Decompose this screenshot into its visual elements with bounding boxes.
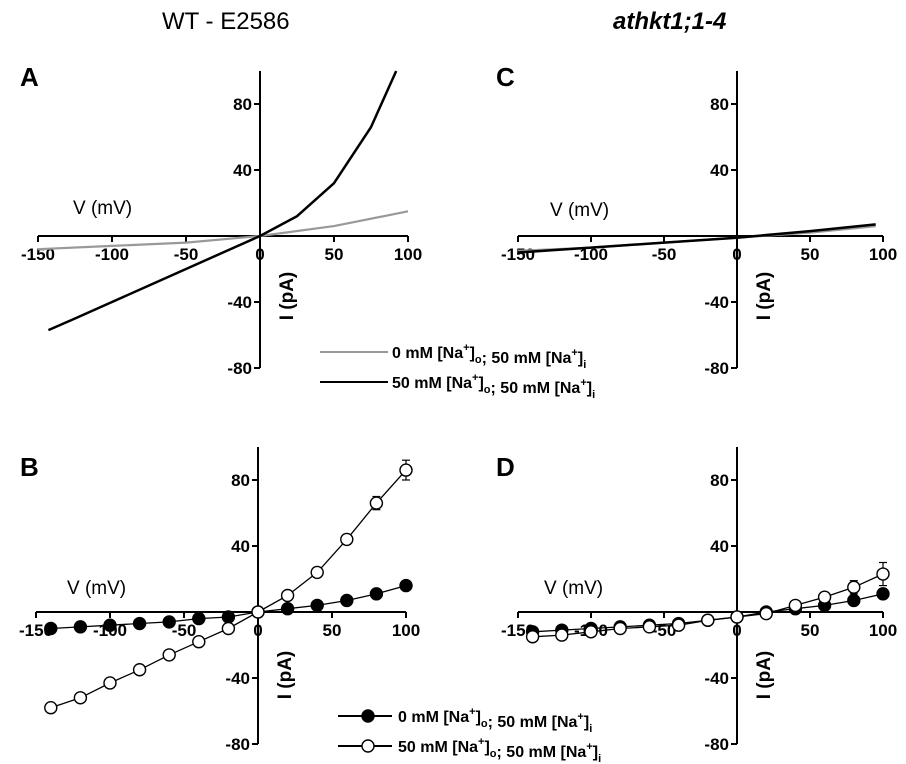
x-axis-label: V (mV) bbox=[67, 578, 126, 599]
x-axis-label: V (mV) bbox=[550, 200, 609, 221]
x-tick-label: 50 bbox=[801, 245, 820, 264]
panel-label: C bbox=[496, 62, 515, 92]
data-point bbox=[877, 588, 889, 600]
x-tick-label: 100 bbox=[869, 621, 897, 640]
x-tick-label: 100 bbox=[392, 621, 420, 640]
data-point bbox=[877, 568, 889, 580]
data-point bbox=[222, 623, 234, 635]
x-tick-label: -150 bbox=[501, 245, 535, 264]
x-tick-label: 50 bbox=[325, 245, 344, 264]
y-tick-label: -40 bbox=[227, 293, 252, 312]
data-point bbox=[45, 702, 57, 714]
data-point bbox=[848, 594, 860, 606]
x-tick-label: 100 bbox=[394, 245, 422, 264]
data-point bbox=[193, 636, 205, 648]
data-point bbox=[556, 629, 568, 641]
data-point bbox=[370, 497, 382, 509]
x-tick-label: -50 bbox=[652, 245, 677, 264]
data-point bbox=[282, 590, 294, 602]
data-point bbox=[45, 623, 57, 635]
data-point bbox=[789, 599, 801, 611]
x-tick-label: 100 bbox=[869, 245, 897, 264]
data-point bbox=[252, 606, 264, 618]
y-tick-label: 40 bbox=[233, 161, 252, 180]
data-point bbox=[614, 623, 626, 635]
data-point bbox=[193, 613, 205, 625]
data-point bbox=[370, 588, 382, 600]
data-point bbox=[527, 631, 539, 643]
x-tick-label: 0 bbox=[255, 245, 264, 264]
data-point bbox=[311, 566, 323, 578]
data-point bbox=[673, 619, 685, 631]
legend-top-entry: 50 mM [Na+]o; 50 mM [Na+]i bbox=[392, 372, 595, 401]
y-axis-label: I (pA) bbox=[277, 272, 298, 321]
data-point bbox=[104, 619, 116, 631]
y-axis-label: I (pA) bbox=[754, 272, 775, 321]
legend-marker bbox=[362, 740, 374, 752]
y-tick-label: 40 bbox=[231, 537, 250, 556]
y-axis-label: I (pA) bbox=[275, 651, 296, 700]
data-point bbox=[134, 618, 146, 630]
legend-bottom-entry: 50 mM [Na+]o; 50 mM [Na+]i bbox=[398, 736, 601, 764]
x-tick-label: 50 bbox=[801, 621, 820, 640]
panel-label: D bbox=[496, 452, 515, 482]
y-tick-label: -40 bbox=[704, 669, 729, 688]
x-tick-label: 0 bbox=[253, 621, 262, 640]
y-tick-label: -80 bbox=[704, 735, 729, 754]
series-line bbox=[518, 224, 876, 252]
y-tick-label: 80 bbox=[231, 471, 250, 490]
y-axis-label: I (pA) bbox=[754, 651, 775, 700]
panel-c: -150 -100 -50 0 50 100 -80 -40 40 80 C V (mV) I (pA) bbox=[496, 62, 897, 378]
data-point bbox=[702, 614, 714, 626]
data-point bbox=[341, 594, 353, 606]
data-point bbox=[163, 616, 175, 628]
y-tick-label: 80 bbox=[710, 471, 729, 490]
panel-label: B bbox=[20, 452, 39, 482]
x-tick-label: -100 bbox=[95, 245, 129, 264]
data-point bbox=[222, 611, 234, 623]
x-tick-label: -50 bbox=[174, 245, 199, 264]
data-point bbox=[731, 611, 743, 623]
x-tick-label: 50 bbox=[323, 621, 342, 640]
y-tick-label: -80 bbox=[227, 359, 252, 378]
data-point bbox=[282, 603, 294, 615]
y-tick-label: 40 bbox=[710, 537, 729, 556]
x-tick-label: 0 bbox=[732, 621, 741, 640]
data-point bbox=[74, 621, 86, 633]
x-axis-label: V (mV) bbox=[544, 578, 603, 599]
data-point bbox=[134, 664, 146, 676]
legend-top-entry: 0 mM [Na+]o; 50 mM [Na+]i bbox=[392, 342, 586, 371]
data-point bbox=[341, 533, 353, 545]
legend-marker bbox=[362, 710, 374, 722]
panel-label: A bbox=[20, 62, 39, 92]
data-point bbox=[848, 581, 860, 593]
y-tick-label: 40 bbox=[710, 161, 729, 180]
data-point bbox=[585, 626, 597, 638]
y-tick-label: -80 bbox=[704, 359, 729, 378]
y-tick-label: -40 bbox=[704, 293, 729, 312]
y-tick-label: 80 bbox=[710, 95, 729, 114]
y-tick-label: 80 bbox=[233, 95, 252, 114]
y-tick-label: -80 bbox=[225, 735, 250, 754]
data-point bbox=[163, 649, 175, 661]
data-point bbox=[311, 599, 323, 611]
data-point bbox=[74, 692, 86, 704]
legend-bottom-entry: 0 mM [Na+]o; 50 mM [Na+]i bbox=[398, 706, 592, 735]
data-point bbox=[400, 580, 412, 592]
data-point bbox=[760, 608, 772, 620]
x-tick-label: 0 bbox=[732, 245, 741, 264]
data-point bbox=[819, 591, 831, 603]
data-point bbox=[400, 464, 412, 476]
x-axis-label: V (mV) bbox=[73, 198, 132, 219]
y-tick-label: -40 bbox=[225, 669, 250, 688]
data-point bbox=[104, 677, 116, 689]
data-point bbox=[643, 621, 655, 633]
